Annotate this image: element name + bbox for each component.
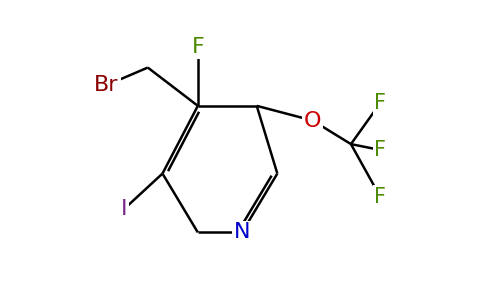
Text: F: F xyxy=(192,37,204,57)
Text: O: O xyxy=(304,111,321,130)
Text: Br: Br xyxy=(94,75,119,95)
Text: F: F xyxy=(375,93,386,113)
Text: F: F xyxy=(375,140,386,160)
Text: I: I xyxy=(121,199,127,219)
Text: N: N xyxy=(234,222,250,242)
Text: F: F xyxy=(375,187,386,207)
